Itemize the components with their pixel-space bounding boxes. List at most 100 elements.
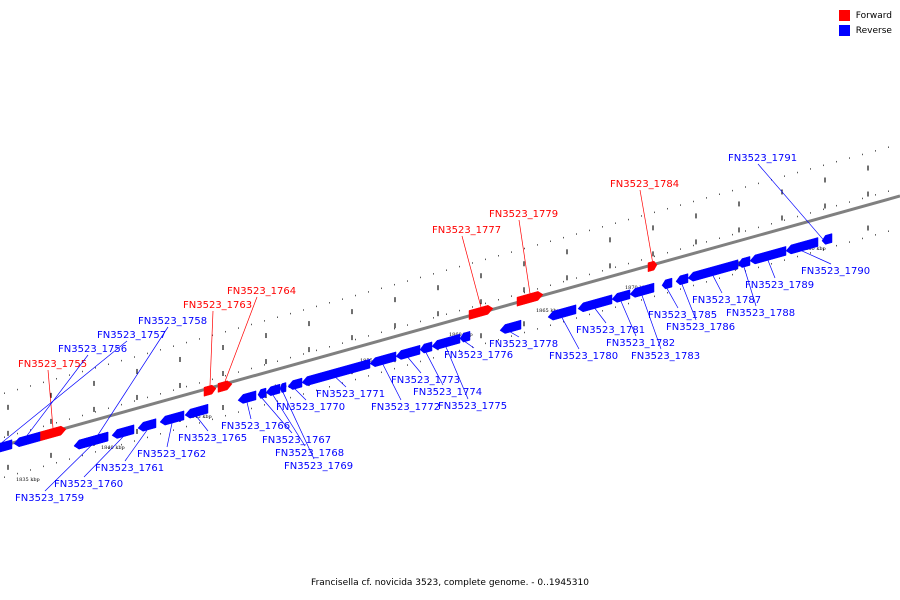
gene-arrow-fn3523_1760[interactable] [111, 424, 135, 439]
gene-label-fn3523_1772[interactable]: FN3523_1772 [371, 402, 440, 413]
guide-dot [290, 396, 291, 399]
gene-arrow-fn3523_1765[interactable] [184, 403, 209, 419]
gene-label-fn3523_1769[interactable]: FN3523_1769 [284, 461, 353, 472]
gene-arrow-fn3523_1756[interactable] [13, 431, 41, 448]
guide-dot [498, 298, 499, 301]
gene-label-fn3523_1758[interactable]: FN3523_1758 [138, 316, 207, 327]
guide-dot [563, 280, 564, 283]
guide-dot [147, 436, 148, 439]
guide-dot [693, 200, 694, 203]
gene-label-fn3523_1784[interactable]: FN3523_1784 [610, 179, 679, 190]
gene-label-fn3523_1789[interactable]: FN3523_1789 [745, 280, 814, 291]
guide-dot [355, 378, 356, 381]
gene-arrow-fn3523_1790[interactable] [785, 237, 819, 255]
gene-arrow-fn3523_1763[interactable] [203, 384, 217, 397]
guide-dot [498, 254, 499, 257]
gene-label-fn3523_1785[interactable]: FN3523_1785 [648, 310, 717, 321]
gene-arrow-fn3523_1779[interactable] [516, 291, 544, 307]
gene-label-fn3523_1777[interactable]: FN3523_1777 [432, 225, 501, 236]
gene-arrow-fn3523_1772[interactable] [369, 351, 397, 367]
gene-arrow-fn3523_1761[interactable] [137, 418, 157, 432]
guide-dot [69, 418, 70, 420]
guide-dot [407, 364, 408, 366]
gene-label-fn3523_1771[interactable]: FN3523_1771 [316, 389, 385, 400]
gene-leader-line [641, 295, 662, 350]
guide-dot [667, 207, 668, 210]
gene-arrow-fn3523_1774[interactable] [419, 341, 433, 354]
guide-dot [550, 324, 551, 327]
gene-label-fn3523_1787[interactable]: FN3523_1787 [692, 295, 761, 306]
guide-dot [407, 280, 408, 282]
gene-label-fn3523_1786[interactable]: FN3523_1786 [666, 322, 735, 333]
gene-arrow-fn3523_1770[interactable] [287, 377, 303, 390]
guide-dot [69, 374, 70, 376]
gene-arrow-fn3523_1788[interactable] [737, 256, 751, 268]
gene-label-fn3523_1768[interactable]: FN3523_1768 [275, 448, 344, 459]
gene-label-fn3523_1780[interactable]: FN3523_1780 [549, 351, 618, 362]
gene-arrow-fn3523_1767[interactable] [257, 387, 267, 399]
gene-leader-line [90, 326, 169, 446]
guide-dot [95, 451, 96, 453]
gene-label-fn3523_1779[interactable]: FN3523_1779 [489, 209, 558, 220]
gene-arrow-fn3523_1780[interactable] [547, 304, 577, 321]
gene-label-fn3523_1775[interactable]: FN3523_1775 [438, 401, 507, 412]
gene-label-fn3523_1774[interactable]: FN3523_1774 [413, 387, 482, 398]
gene-label-fn3523_1760[interactable]: FN3523_1760 [54, 479, 123, 490]
gene-arrow-fn3523_1777[interactable] [468, 305, 494, 320]
gene-label-fn3523_1756[interactable]: FN3523_1756 [58, 344, 127, 355]
gene-label-fn3523_1763[interactable]: FN3523_1763 [183, 300, 252, 311]
gene-label-fn3523_1767[interactable]: FN3523_1767 [262, 435, 331, 446]
guide-dot [576, 233, 577, 235]
gene-label-fn3523_1783[interactable]: FN3523_1783 [631, 351, 700, 362]
gene-arrow-fn3523_1759[interactable] [73, 431, 109, 450]
gene-label-fn3523_1776[interactable]: FN3523_1776 [444, 350, 513, 361]
gene-arrow-fn3523_1773[interactable] [395, 344, 421, 360]
gene-arrow-fn3523_1782[interactable] [611, 289, 631, 303]
gene-label-fn3523_1773[interactable]: FN3523_1773 [391, 375, 460, 386]
guide-dot [303, 309, 304, 311]
gene-label-fn3523_1762[interactable]: FN3523_1762 [137, 449, 206, 460]
gene-label-fn3523_1757[interactable]: FN3523_1757 [97, 330, 166, 341]
gene-label-fn3523_1766[interactable]: FN3523_1766 [221, 421, 290, 432]
gene-label-fn3523_1778[interactable]: FN3523_1778 [489, 339, 558, 350]
gene-arrow-fn3523_1776[interactable] [459, 330, 471, 343]
gene-arrow-fn3523_1789[interactable] [749, 246, 787, 265]
gene-arrow-fn3523_1781[interactable] [577, 294, 613, 313]
gene-leader-line [166, 423, 173, 448]
gene-arrow-fn3523_1755[interactable] [39, 425, 67, 442]
gene-arrow-fn3523_1784[interactable] [647, 260, 658, 273]
gene-arrow-fn3523_1786[interactable] [675, 273, 689, 286]
gene-label-fn3523_1788[interactable]: FN3523_1788 [726, 308, 795, 319]
guide-dot [121, 403, 122, 406]
gene-label-fn3523_1781[interactable]: FN3523_1781 [576, 325, 645, 336]
gene-label-fn3523_1759[interactable]: FN3523_1759 [15, 493, 84, 504]
gene-arrow-fn3523_1785[interactable] [661, 277, 673, 290]
gene-label-fn3523_1765[interactable]: FN3523_1765 [178, 433, 247, 444]
guide-dot [654, 211, 655, 214]
gene-label-fn3523_1764[interactable]: FN3523_1764 [227, 286, 296, 297]
gene-label-fn3523_1790[interactable]: FN3523_1790 [801, 266, 870, 277]
gene-label-fn3523_1755[interactable]: FN3523_1755 [18, 359, 87, 370]
gene-label-fn3523_1770[interactable]: FN3523_1770 [276, 402, 345, 413]
guide-dot [667, 291, 668, 294]
gene-arrow-fn3523_1766[interactable] [237, 390, 257, 404]
gene-arrow-fn3523_1768[interactable] [265, 383, 281, 397]
gene-arrow-fn3523_1783[interactable] [629, 282, 655, 298]
gene-arrow-fn3523_1757[interactable] [0, 439, 13, 453]
guide-dot [732, 273, 733, 276]
guide-dot [238, 411, 239, 413]
gene-arrow-fn3523_1778[interactable] [499, 319, 522, 334]
gene-label-fn3523_1791[interactable]: FN3523_1791 [728, 153, 797, 164]
gene-arrow-fn3523_1762[interactable] [159, 410, 185, 426]
gene-arrow-fn3523_1791[interactable] [821, 233, 833, 245]
legend-item-reverse: Reverse [838, 23, 892, 38]
guide-dot [693, 244, 694, 247]
gene-leader-line [47, 369, 54, 429]
gene-arrow-fn3523_1771[interactable] [301, 358, 371, 386]
gene-arrow-fn3523_1787[interactable] [687, 259, 739, 282]
gene-label-fn3523_1782[interactable]: FN3523_1782 [606, 338, 675, 349]
gene-label-fn3523_1761[interactable]: FN3523_1761 [95, 463, 164, 474]
gene-arrow-fn3523_1769[interactable] [279, 382, 287, 393]
gene-arrow-fn3523_1764[interactable] [217, 380, 233, 393]
